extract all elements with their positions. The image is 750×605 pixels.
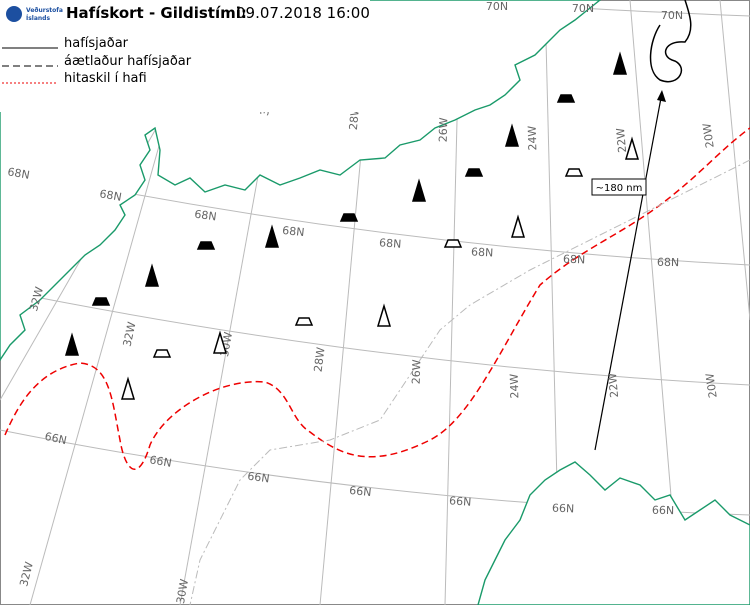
ice-trapezoid-filled: [91, 297, 111, 306]
ice-triangle-open: [510, 214, 526, 238]
ice-triangle-filled: [64, 332, 80, 356]
grid-label: 68N: [99, 187, 123, 204]
grid-label: 30W: [174, 578, 191, 605]
ice-triangle-open: [376, 303, 392, 327]
ice-triangle-open: [212, 330, 228, 354]
grid-label: 68N: [194, 208, 218, 224]
ice-trapezoid-open: [443, 239, 463, 248]
annotation-box: [591, 178, 647, 196]
grid-label: 68N: [282, 224, 305, 239]
grid-label: 20W: [703, 372, 719, 399]
grid-label: 24W: [526, 125, 540, 150]
grid-label: 32W: [121, 321, 139, 348]
legend-background: [0, 0, 370, 112]
ice-trapezoid-filled: [339, 213, 359, 222]
grid-label: 70N: [486, 0, 508, 13]
ice-trapezoid-filled: [464, 168, 484, 177]
logo-text: Veðurstofa: [26, 7, 63, 14]
iceland-coast: [477, 461, 750, 605]
grid-label: 32W: [27, 285, 46, 313]
grid-label: 68N: [657, 256, 679, 269]
legend-entry: áætlaður hafísjaðar: [64, 54, 192, 69]
ice-triangle-filled: [411, 178, 427, 202]
grid-label: 32W: [17, 560, 36, 587]
grid-label: 22W: [606, 372, 621, 398]
grid-label: 20W: [700, 122, 716, 149]
grid-label: 66N: [44, 430, 68, 447]
title: Hafískort - Gildistími:: [66, 4, 247, 22]
ice-trapezoid-filled: [556, 94, 576, 103]
grid-label: 26W: [437, 117, 451, 142]
grid-label: 68N: [379, 236, 402, 251]
ice-trapezoid-open: [564, 168, 584, 177]
grid-label: 68N: [563, 253, 586, 267]
ice-symbols: [64, 51, 640, 400]
ice-trapezoid-open: [294, 317, 314, 326]
legend-entry: hafísjaðar: [64, 36, 129, 51]
arrow-head: [657, 90, 666, 102]
grid-label: 66N: [349, 484, 372, 499]
ice-triangle-filled: [612, 51, 628, 75]
grid-label: 66N: [449, 494, 472, 509]
thermal-front: [4, 127, 750, 470]
legend-entry: hitaskil í hafi: [64, 71, 147, 86]
grid-label: 28W: [312, 346, 328, 372]
valid-time: 09.07.2018 16:00: [236, 4, 370, 22]
grid-label: 70N: [572, 2, 594, 15]
grid-label: 66N: [149, 453, 173, 470]
median-ice-line: [189, 159, 750, 605]
ice-triangle-open: [120, 376, 136, 400]
lon-20: [719, 0, 750, 321]
ice-trapezoid-filled: [196, 241, 216, 250]
grid-label: 24W: [508, 373, 522, 398]
distance-label: ~180 nm: [596, 183, 643, 194]
ice-triangle-filled: [504, 123, 520, 147]
grid-label: 66N: [652, 504, 674, 517]
distance-arrow: [594, 97, 662, 451]
ice-triangle-filled: [264, 224, 280, 248]
grid-label: 22W: [614, 127, 629, 153]
logo: [6, 6, 22, 22]
ice-trapezoid-open: [152, 349, 172, 358]
grid-label: 68N: [7, 165, 31, 182]
lat-67: [0, 289, 750, 386]
ice-triangle-open: [624, 136, 640, 160]
grid-label: 70N: [661, 9, 683, 22]
grid-label: 26W: [410, 359, 424, 384]
grid-label: 66N: [247, 470, 271, 486]
logo-text: Íslands: [26, 14, 50, 22]
grid-label: 66N: [552, 502, 575, 516]
ice-triangle-filled: [144, 263, 160, 287]
grid-label: 68N: [471, 245, 494, 259]
ice-edge: [649, 0, 692, 83]
